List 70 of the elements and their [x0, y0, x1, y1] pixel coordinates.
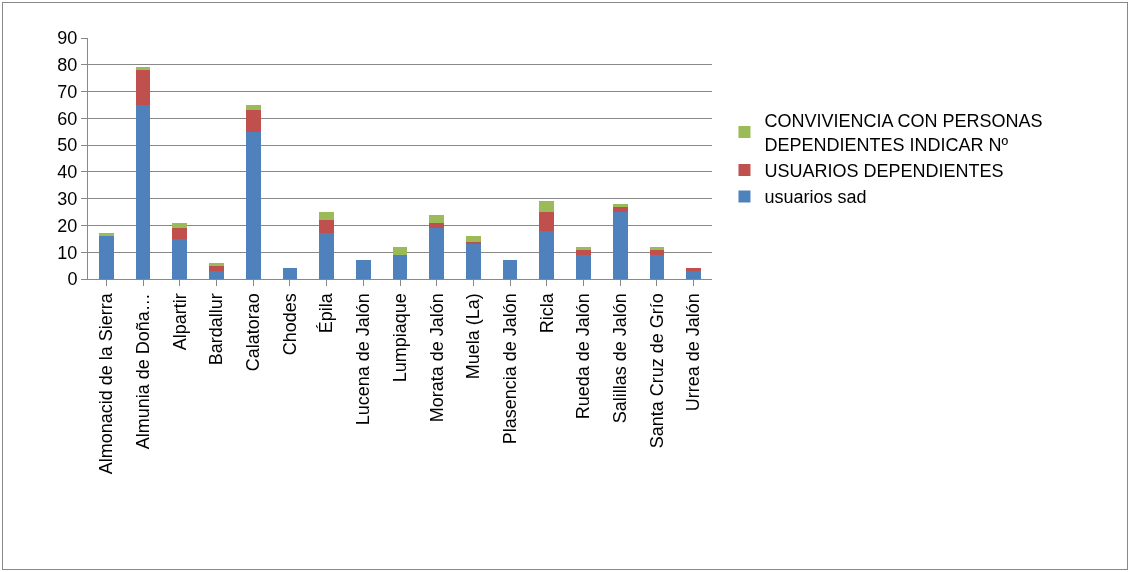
bar [686, 268, 701, 271]
bar [429, 222, 445, 229]
bar [135, 104, 151, 279]
x-tick-label: Bardallur [206, 293, 227, 366]
x-tick-label: Alpartir [169, 293, 190, 351]
bar [319, 233, 334, 279]
bar [135, 67, 151, 71]
x-tick-label: Épila [316, 292, 337, 334]
bar [429, 228, 445, 279]
y-tick-label: 70 [57, 81, 78, 102]
legend-label: usuarios sad [764, 187, 867, 208]
y-tick-label: 0 [67, 269, 78, 290]
x-tick-label: Calatorao [243, 293, 264, 372]
bar [135, 70, 151, 105]
bar [539, 230, 555, 279]
bar [612, 204, 628, 207]
y-tick-label: 40 [57, 162, 78, 183]
bar [245, 104, 261, 111]
legend-label: USUARIOS DEPENDIENTES [764, 161, 1004, 182]
bar [576, 246, 591, 250]
x-tick-label: Lucena de Jalón [353, 293, 374, 426]
bar [539, 201, 555, 213]
x-tick-label: Morata de Jalón [426, 293, 447, 423]
bar [649, 246, 665, 250]
bar [392, 246, 408, 255]
bar [99, 236, 114, 279]
bar [282, 268, 298, 279]
bar [319, 212, 334, 221]
bar [686, 270, 701, 279]
bar [245, 110, 261, 132]
bar [172, 238, 188, 279]
bar [576, 249, 591, 255]
y-tick-label: 90 [57, 28, 78, 49]
x-tick-label: Santa Cruz de Grío [646, 293, 667, 449]
bar [612, 212, 628, 279]
x-tick-label: Plasencia de Jalón [499, 293, 520, 445]
bar [209, 270, 224, 279]
bar [612, 206, 628, 213]
x-tick-label: Ricla [536, 292, 557, 334]
bar [576, 254, 591, 279]
x-tick-label: Salillas de Jalón [610, 293, 631, 424]
y-tick-label: 20 [57, 215, 78, 236]
bar [649, 254, 665, 279]
y-tick-label: 60 [57, 108, 78, 129]
x-tick-label: Urrea de Jalón [683, 293, 704, 412]
x-tick-label: Chodes [279, 293, 300, 356]
x-tick-label: Almunia de Doña… [132, 293, 153, 450]
legend-label: CONVIVIENCIA CON PERSONAS DEPENDIENTES INDICAR Nº [764, 111, 1043, 155]
bar [429, 214, 445, 223]
bar [466, 236, 481, 242]
bar [355, 260, 371, 279]
y-tick-label: 50 [57, 135, 78, 156]
bar [392, 254, 408, 279]
y-tick-label: 80 [57, 55, 78, 76]
x-tick-label: Almonacid de la Sierra [96, 292, 117, 475]
bar [245, 131, 261, 279]
x-tick-label: Rueda de Jalón [573, 293, 594, 420]
y-tick-label: 30 [57, 188, 78, 209]
x-tick-label: Lumpiaque [389, 293, 410, 383]
bar [172, 222, 188, 229]
bar [99, 233, 114, 237]
bar [539, 212, 555, 231]
bar [209, 265, 224, 271]
bar [502, 260, 518, 279]
x-tick-label: Muela (La) [463, 293, 484, 380]
bar [466, 244, 481, 279]
bar [209, 262, 224, 266]
bar [172, 228, 188, 239]
bar [319, 220, 334, 234]
y-tick-label: 10 [57, 242, 78, 263]
